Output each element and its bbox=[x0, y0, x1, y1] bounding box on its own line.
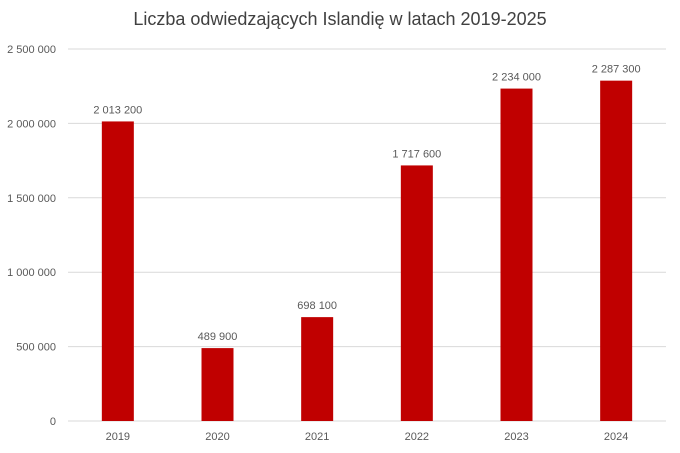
chart-title: Liczba odwiedzających Islandię w latach … bbox=[133, 9, 547, 29]
y-tick-label: 500 000 bbox=[16, 342, 56, 354]
y-tick-label: 0 bbox=[50, 416, 56, 428]
bar bbox=[201, 348, 234, 421]
bar bbox=[101, 121, 134, 421]
data-label: 2 287 300 bbox=[592, 64, 641, 76]
data-label: 489 900 bbox=[198, 331, 238, 343]
data-label: 2 234 000 bbox=[492, 72, 541, 84]
bar bbox=[600, 80, 633, 422]
y-tick-label: 1 500 000 bbox=[7, 193, 56, 205]
x-tick-label: 2020 bbox=[205, 431, 229, 443]
data-label: 2 013 200 bbox=[93, 104, 142, 116]
x-tick-label: 2023 bbox=[504, 431, 528, 443]
bar bbox=[301, 317, 334, 421]
x-tick-label: 2022 bbox=[405, 431, 429, 443]
y-tick-label: 1 000 000 bbox=[7, 267, 56, 279]
x-tick-label: 2021 bbox=[305, 431, 329, 443]
data-label: 1 717 600 bbox=[392, 148, 441, 160]
data-label: 698 100 bbox=[297, 300, 337, 312]
y-tick-label: 2 500 000 bbox=[7, 44, 56, 56]
x-tick-label: 2024 bbox=[604, 431, 628, 443]
y-tick-label: 2 000 000 bbox=[7, 118, 56, 130]
bar bbox=[400, 165, 433, 421]
x-tick-label: 2019 bbox=[106, 431, 130, 443]
bar bbox=[500, 88, 533, 421]
